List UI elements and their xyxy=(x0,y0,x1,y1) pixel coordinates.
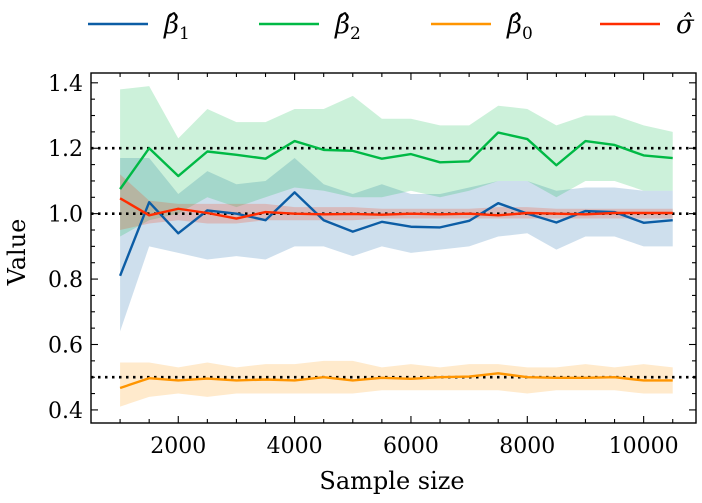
series-4-line xyxy=(119,197,673,220)
y-tick-label: 1.0 xyxy=(48,203,83,228)
legend-label-1: β̂1 xyxy=(163,10,190,44)
y-tick-label: 0.8 xyxy=(48,268,83,293)
x-tick-label: 2000 xyxy=(150,434,206,459)
x-tick-label: 8000 xyxy=(499,434,555,459)
series-3-band xyxy=(120,360,673,407)
series-2-band xyxy=(120,86,673,237)
x-tick-label: 4000 xyxy=(267,434,323,459)
y-tick-label: 1.2 xyxy=(48,137,83,162)
axis-ticks: 2000 4000 6000 8000 10000 0.4 0.6 0.8 1.0 1.2 1.4 xyxy=(48,72,696,459)
x-tick-label: 10000 xyxy=(609,434,679,459)
y-axis-label: Value xyxy=(3,219,31,287)
legend-label-4: σ̂ xyxy=(676,10,695,40)
series-1-line xyxy=(118,191,673,277)
y-tick-label: 0.4 xyxy=(48,399,83,424)
series-1-band xyxy=(120,158,673,332)
legend-label-3: β̂0 xyxy=(506,10,533,44)
legend-label-2: β̂2 xyxy=(334,10,361,44)
plot-border xyxy=(90,72,697,424)
y-tick-label: 1.4 xyxy=(48,72,83,97)
plot-frame xyxy=(90,72,697,424)
series-lines xyxy=(118,131,673,390)
series-3-line xyxy=(119,372,673,390)
confidence-bands xyxy=(120,86,673,407)
series-2-line xyxy=(119,131,673,190)
y-tick-label: 0.6 xyxy=(48,333,83,358)
legend: β̂1 β̂2 β̂0 σ̂ xyxy=(88,10,695,44)
x-axis-label: Sample size xyxy=(319,467,464,495)
x-tick-label: 6000 xyxy=(383,434,439,459)
